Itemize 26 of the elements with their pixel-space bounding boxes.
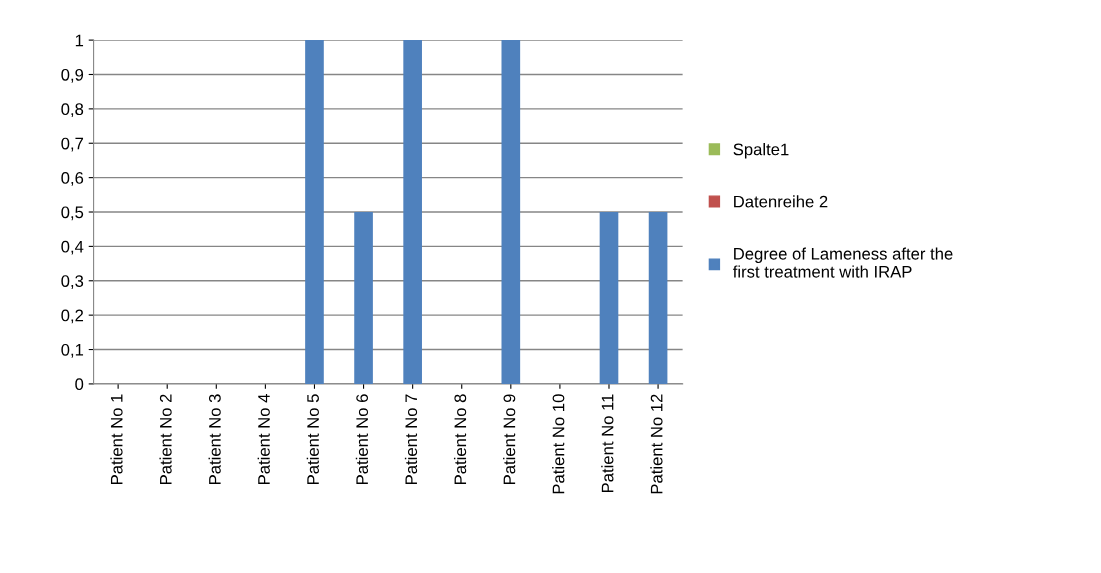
x-tick-label: Patient No 2 bbox=[159, 394, 172, 484]
x-tick-label: Patient No 1 bbox=[110, 394, 123, 484]
x-tick-label: Patient No 3 bbox=[208, 394, 221, 484]
x-tick-label: Patient No 11 bbox=[601, 394, 614, 493]
legend-label: Datenreihe 2 bbox=[734, 195, 828, 208]
x-tick-label: Patient No 6 bbox=[355, 394, 369, 484]
y-tick-label: 0,2 bbox=[61, 309, 84, 324]
y-tick-label: 0 bbox=[75, 378, 84, 391]
y-tick-label: 0,6 bbox=[61, 172, 84, 186]
y-tick-label: 0,9 bbox=[61, 68, 84, 83]
legend-label: Spalte1 bbox=[733, 143, 789, 159]
x-tick-label: Patient No 5 bbox=[306, 394, 319, 484]
y-tick-label: 0,3 bbox=[61, 275, 84, 289]
x-tick-label: Patient No 8 bbox=[453, 394, 467, 484]
y-tick-label: 0,7 bbox=[61, 137, 84, 152]
x-tick-label: Patient No 12 bbox=[650, 394, 663, 494]
legend-label: Degree of Lameness after the first treatment with IRAP bbox=[732, 247, 953, 278]
y-tick-label: 0,5 bbox=[61, 206, 84, 221]
x-tick-label: Patient No 9 bbox=[503, 394, 516, 484]
y-tick-label: 0,8 bbox=[61, 103, 84, 118]
x-tick-label: Patient No 7 bbox=[404, 394, 418, 484]
y-tick-label: 1 bbox=[75, 34, 84, 47]
y-tick-label: 0,4 bbox=[61, 240, 84, 255]
x-tick-label: Patient No 4 bbox=[257, 394, 270, 484]
x-tick-label: Patient No 10 bbox=[552, 394, 565, 494]
y-tick-label: 0,1 bbox=[61, 343, 84, 358]
